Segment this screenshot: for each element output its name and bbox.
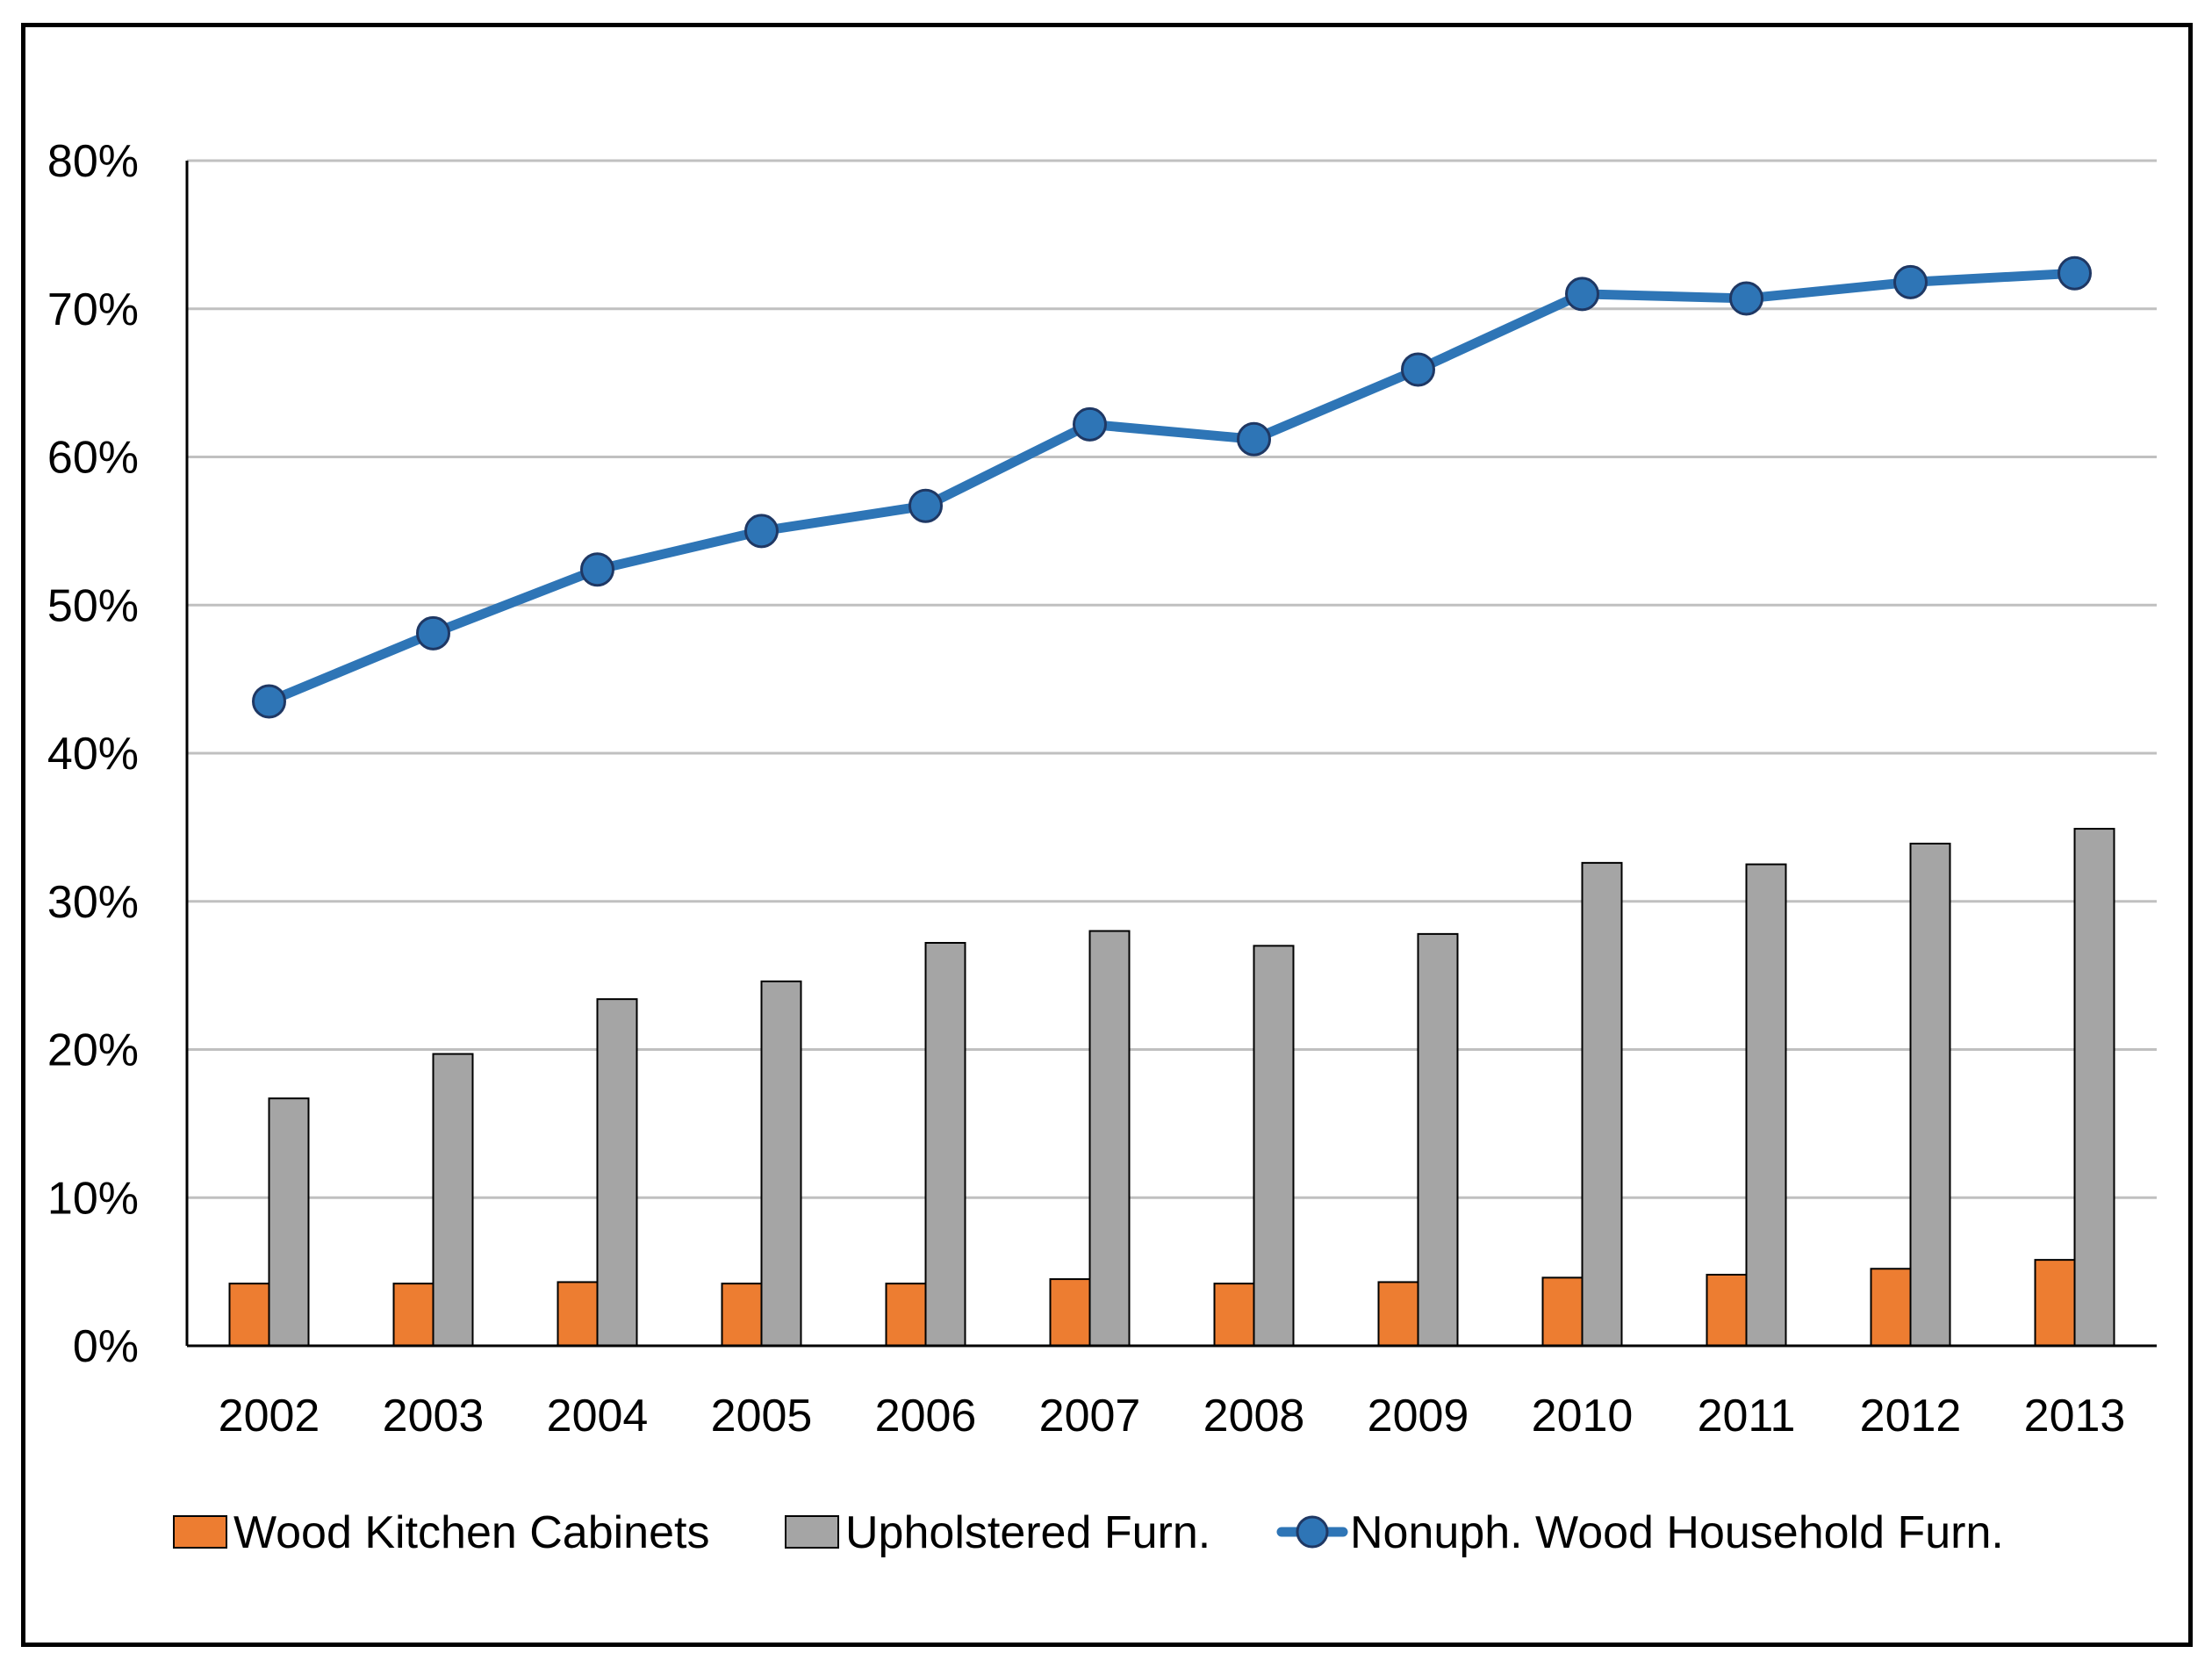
legend-label: Nonuph. Wood Household Furn. (1350, 1507, 2004, 1558)
x-tick-label: 2009 (1368, 1391, 1469, 1441)
x-axis-ticks: 2002 2003 2004 2005 2006 2007 2008 2009 2010 2011… (219, 1391, 2126, 1441)
x-tick-label: 2005 (711, 1391, 813, 1441)
line-point (1893, 264, 1928, 299)
line-point (908, 488, 943, 523)
y-tick-label: 0% (73, 1321, 139, 1372)
line-point (416, 615, 450, 651)
line-point (1073, 406, 1107, 442)
line-point (744, 514, 779, 549)
bar-wood-kitchen-cabinets (1706, 1274, 1748, 1347)
y-tick-label: 30% (47, 877, 139, 928)
axes (185, 161, 2157, 1348)
bar-upholstered-furn (1745, 863, 1787, 1347)
x-tick-label: 2008 (1203, 1391, 1305, 1441)
line-series (252, 255, 2092, 719)
bar-upholstered-furn (1253, 945, 1295, 1347)
bar-upholstered-furn (1909, 842, 1951, 1347)
bar-wood-kitchen-cabinets (228, 1283, 270, 1347)
bar-wood-kitchen-cabinets (557, 1281, 599, 1347)
line-point (1565, 277, 1599, 312)
x-tick-label: 2013 (2024, 1391, 2126, 1441)
legend-swatch (785, 1515, 839, 1549)
y-axis-ticks: 0% 10% 20% 30% 40% 50% 60% 70% 80% (47, 136, 139, 1372)
x-tick-label: 2011 (1698, 1391, 1796, 1441)
line-point (2058, 255, 2092, 291)
bar-wood-kitchen-cabinets (1377, 1281, 1419, 1347)
bar-wood-kitchen-cabinets (885, 1283, 927, 1347)
line-point (1237, 421, 1271, 456)
bar-wood-kitchen-cabinets (1541, 1276, 1584, 1347)
line-point (1401, 352, 1435, 387)
y-tick-label: 50% (47, 580, 139, 631)
bar-upholstered-furn (1088, 930, 1131, 1347)
line-point (580, 552, 614, 587)
series-line (264, 268, 2079, 707)
x-tick-label: 2007 (1039, 1391, 1141, 1441)
x-tick-label: 2010 (1532, 1391, 1634, 1441)
bar-wood-kitchen-cabinets (392, 1283, 434, 1347)
gridlines (187, 159, 2157, 1199)
bar-upholstered-furn (432, 1053, 474, 1347)
bar-upholstered-furn (760, 980, 802, 1347)
bar-upholstered-furn (1417, 932, 1459, 1347)
bar-wood-kitchen-cabinets (1870, 1268, 1912, 1347)
bar-wood-kitchen-cabinets (721, 1283, 763, 1347)
legend-label: Upholstered Furn. (845, 1507, 1210, 1558)
y-tick-label: 60% (47, 433, 139, 484)
legend: Wood Kitchen Cabinets Upholstered Furn. No… (173, 1507, 2004, 1558)
y-tick-label: 10% (47, 1173, 139, 1224)
bar-upholstered-furn (596, 998, 638, 1347)
bar-wood-kitchen-cabinets (1213, 1283, 1255, 1347)
bars (228, 828, 2115, 1347)
y-tick-label: 40% (47, 729, 139, 780)
bar-upholstered-furn (268, 1097, 310, 1347)
bar-wood-kitchen-cabinets (2034, 1259, 2076, 1347)
line-point (252, 684, 286, 719)
legend-swatch (173, 1515, 227, 1549)
y-tick-label: 80% (47, 136, 139, 187)
legend-swatch-marker (1296, 1515, 1329, 1549)
bar-upholstered-furn (1581, 861, 1623, 1347)
x-tick-label: 2012 (1860, 1391, 1962, 1441)
line-point (1729, 281, 1763, 316)
y-tick-label: 20% (47, 1025, 139, 1076)
legend-label: Wood Kitchen Cabinets (233, 1507, 709, 1558)
bar-wood-kitchen-cabinets (1049, 1278, 1091, 1347)
bar-upholstered-furn (924, 942, 966, 1347)
x-tick-label: 2006 (875, 1391, 977, 1441)
x-tick-label: 2003 (383, 1391, 485, 1441)
x-tick-label: 2004 (547, 1391, 649, 1441)
x-tick-label: 2002 (219, 1391, 320, 1441)
bar-upholstered-furn (2073, 828, 2115, 1347)
y-tick-label: 70% (47, 284, 139, 335)
